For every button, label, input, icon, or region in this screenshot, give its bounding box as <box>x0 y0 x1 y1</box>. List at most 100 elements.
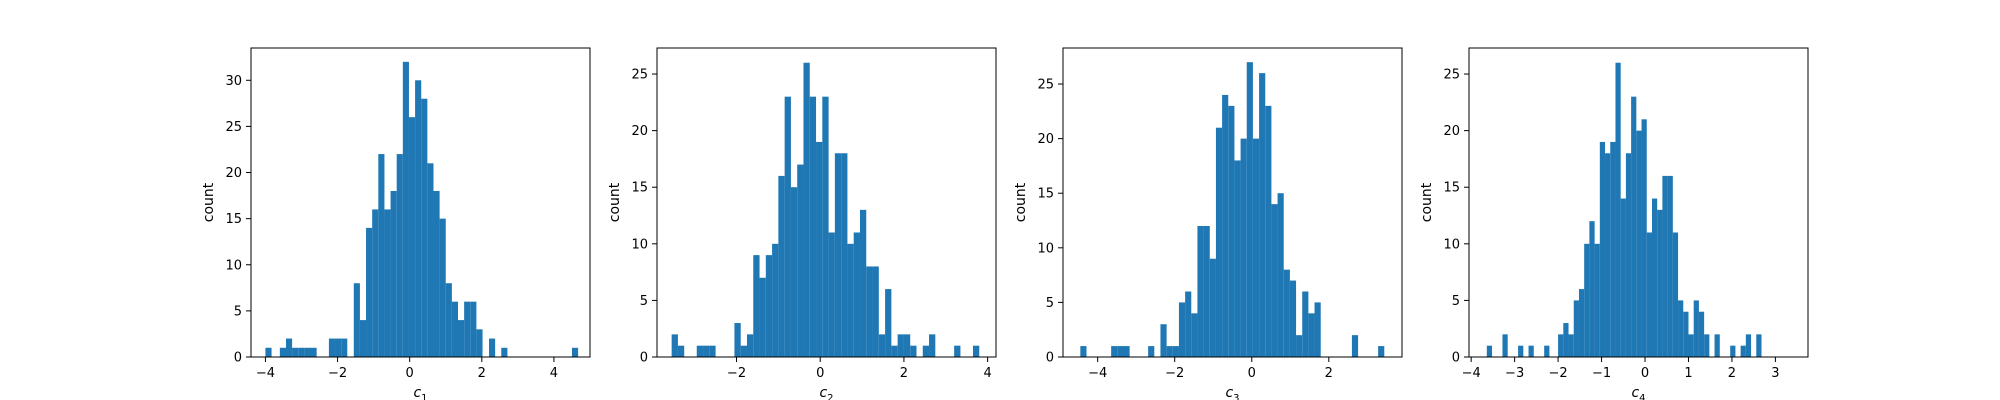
y-tick-label: 0 <box>1046 351 1054 366</box>
histogram-bar <box>1289 280 1297 357</box>
x-tick-label: 1 <box>1684 366 1692 381</box>
y-tick-label: 25 <box>631 68 648 83</box>
histogram-bar <box>1486 345 1493 357</box>
x-tick-label: −2 <box>1549 366 1568 381</box>
histogram-bar <box>753 255 760 357</box>
y-tick-label: 0 <box>640 351 648 366</box>
histogram-bar <box>866 266 873 357</box>
y-tick-label: 10 <box>1443 237 1460 252</box>
histogram-bar <box>1351 335 1359 357</box>
histogram-bar <box>571 347 579 357</box>
histogram-bar <box>954 345 961 357</box>
histogram-bar <box>703 345 710 357</box>
histogram-bar <box>359 320 367 357</box>
histogram-bar <box>1599 141 1606 357</box>
histogram-bar <box>1160 324 1167 357</box>
y-tick-label: 0 <box>1452 351 1460 366</box>
histogram-bar <box>1528 345 1534 357</box>
histogram-bar <box>353 283 360 357</box>
histogram-bar <box>390 190 397 357</box>
y-tick-label: 10 <box>225 258 242 273</box>
histogram-bar <box>803 62 810 358</box>
histogram-bar <box>1620 198 1626 357</box>
histogram-panel-1: −4 −2 0 2 4 0 5 10 15 20 25 30 c1 count <box>201 47 591 400</box>
histogram-bar <box>1296 335 1303 357</box>
histogram-bar <box>1568 334 1574 357</box>
x-axis-label: c4 <box>1631 385 1645 400</box>
histogram-bar <box>408 117 416 358</box>
x-tick-label: 2 <box>1728 366 1736 381</box>
histogram-bar <box>1657 209 1663 357</box>
histogram-bar <box>1197 225 1204 357</box>
histogram-bar <box>1756 334 1762 357</box>
histogram-bar <box>834 153 842 357</box>
histogram-bar <box>1228 105 1235 358</box>
x-tick-label: −3 <box>1505 366 1524 381</box>
histogram-bar <box>1123 346 1130 357</box>
histogram-bar <box>1730 345 1736 357</box>
histogram-bar <box>772 243 779 357</box>
histogram-bar <box>1563 323 1569 357</box>
histogram-bar <box>384 209 391 357</box>
x-tick-label: −4 <box>1462 366 1481 381</box>
histogram-bar <box>1605 153 1611 357</box>
x-tick-label: 4 <box>550 366 558 381</box>
histogram-bar <box>1683 311 1689 357</box>
x-tick-label: 2 <box>900 366 908 381</box>
y-tick-label: 5 <box>1046 296 1054 311</box>
y-tick-label: 5 <box>640 294 648 309</box>
histogram-bar <box>335 338 342 357</box>
histogram-bar <box>1544 345 1550 357</box>
histogram-bar <box>310 347 317 357</box>
x-tick-label: −2 <box>328 366 347 381</box>
y-axis-label: count <box>1419 182 1435 222</box>
histogram-bar <box>501 347 508 357</box>
histogram-bar <box>1662 175 1668 357</box>
y-tick-label: 25 <box>1037 78 1054 93</box>
histogram-bar <box>1178 302 1186 357</box>
y-axis-label: count <box>1013 182 1029 222</box>
histogram-bar <box>822 96 829 358</box>
histogram-bar <box>1578 289 1585 357</box>
histogram-bar <box>1166 346 1173 357</box>
y-tick-label: 25 <box>1443 68 1460 83</box>
x-tick-label: −2 <box>727 366 746 381</box>
x-tick-label: −4 <box>256 366 275 381</box>
histogram-bar <box>1584 243 1590 357</box>
histogram-bar <box>853 232 860 357</box>
histogram-bar <box>1698 311 1705 357</box>
histogram-bar <box>1215 127 1223 358</box>
histogram-bar <box>341 338 348 357</box>
x-axis-label: c3 <box>1225 385 1239 400</box>
histogram-bar <box>464 301 471 357</box>
histogram-bar <box>1240 138 1247 357</box>
histogram-bar <box>1672 232 1679 357</box>
histogram-bar <box>372 209 379 357</box>
histogram-bar <box>1678 300 1684 357</box>
histogram-bar <box>366 227 373 357</box>
histogram-bar <box>1080 346 1087 357</box>
histogram-bar <box>1594 243 1600 357</box>
histogram-bar <box>1111 346 1118 357</box>
histogram-bar <box>809 96 817 358</box>
histogram-bar <box>489 338 496 357</box>
y-tick-label: 20 <box>225 166 242 181</box>
x-tick-label: 0 <box>1248 366 1256 381</box>
histogram-bar <box>765 255 773 357</box>
histogram-bar <box>1615 62 1621 358</box>
histogram-bar <box>1252 138 1260 357</box>
histogram-bar <box>1308 313 1315 357</box>
histogram-bar <box>922 345 930 357</box>
histogram-bar <box>470 301 477 357</box>
histogram-bar <box>897 334 904 357</box>
histogram-bar <box>1302 291 1309 357</box>
y-tick-label: 15 <box>225 212 242 227</box>
y-tick-label: 5 <box>234 304 242 319</box>
histogram-bar <box>677 345 685 357</box>
axes-frame <box>1062 47 1403 358</box>
histogram-bar <box>396 154 403 357</box>
x-tick-label: 0 <box>406 366 414 381</box>
histogram-bar <box>878 334 886 357</box>
histogram-bar <box>872 266 879 357</box>
